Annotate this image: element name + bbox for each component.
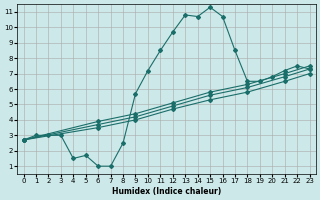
X-axis label: Humidex (Indice chaleur): Humidex (Indice chaleur) xyxy=(112,187,221,196)
